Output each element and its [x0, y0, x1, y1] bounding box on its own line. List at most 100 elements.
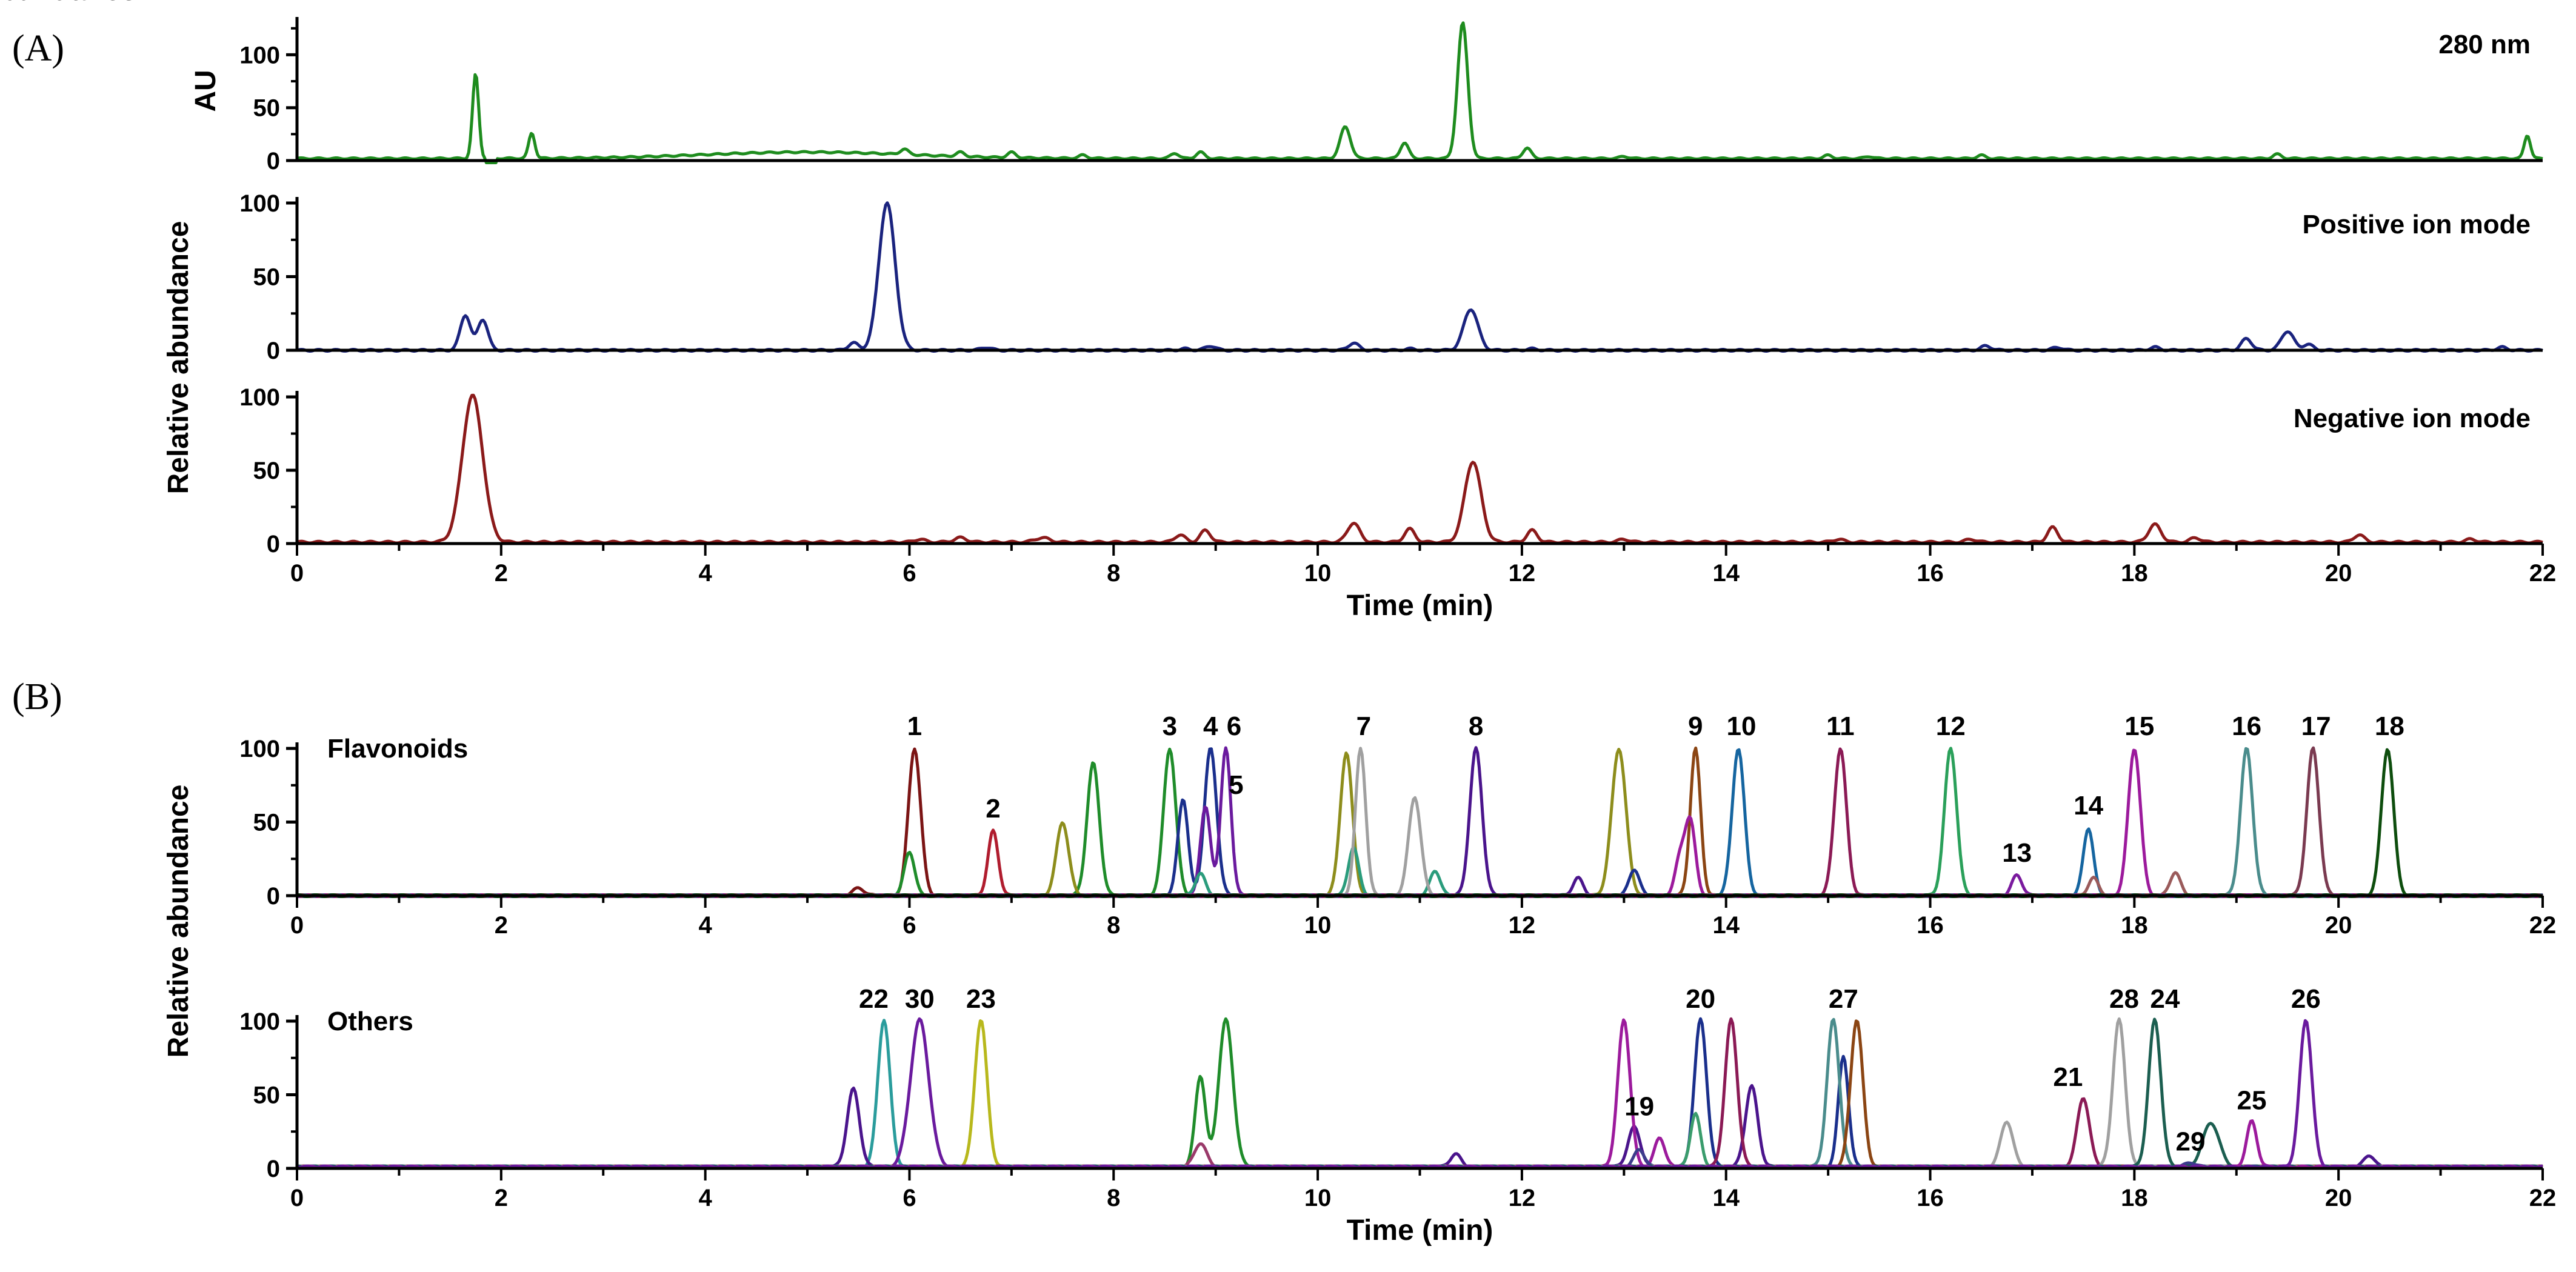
y-axis-title: Relative abundance [162, 221, 195, 494]
y-tick-label: 0 [267, 1156, 280, 1182]
series-line-7 [296, 747, 2543, 898]
series-line-magenta-o [296, 1018, 2543, 1170]
x-tick-label: 0 [290, 912, 304, 939]
x-tick-label: 6 [903, 1185, 916, 1211]
peak-label: 17 [2301, 711, 2331, 741]
panel-a-label: (A) [12, 28, 64, 69]
peak-label: 14 [2074, 791, 2103, 821]
x-tick-label: 16 [1917, 1185, 1944, 1211]
trace-label: Negative ion mode [2294, 404, 2531, 433]
x-tick-label: 22 [2529, 1185, 2557, 1211]
series-line-green-o [296, 1017, 2543, 1170]
peak-label: 30 [905, 984, 935, 1014]
peak-label: 13 [2002, 838, 2032, 868]
y-tick-label: 50 [253, 95, 281, 122]
series-line-26 [297, 1019, 2543, 1170]
x-tick-label: 10 [1304, 560, 1332, 587]
y-axis-title: Relative abundance [0, 0, 136, 7]
peak-label: 6 [1227, 711, 1241, 741]
series-line-orange-o [296, 1019, 2543, 1170]
trace-label: Others [327, 1007, 413, 1036]
peak-label: 23 [966, 984, 996, 1014]
x-tick-label: 10 [1304, 1185, 1332, 1211]
x-tick-label: 8 [1107, 1185, 1120, 1211]
x-axis-title: Time (min) [1347, 1214, 1493, 1247]
peak-label: 20 [1686, 984, 1715, 1014]
x-tick-label: 4 [699, 912, 713, 939]
series-line-24 [296, 1017, 2543, 1170]
peak-label: 21 [2053, 1062, 2083, 1092]
y-tick-label: 0 [267, 531, 280, 558]
y-tick-label: 100 [239, 1008, 280, 1035]
peak-label: 24 [2150, 984, 2180, 1014]
x-tick-label: 12 [1509, 1185, 1536, 1211]
x-tick-label: 20 [2325, 560, 2352, 587]
series-line-22 [296, 1019, 2543, 1170]
series-line-rose-o [296, 1142, 2543, 1170]
peak-label: 2 [986, 794, 1000, 824]
x-tick-label: 16 [1917, 912, 1944, 939]
series-line-teal-o [296, 1111, 2543, 1170]
peak-label: 27 [1829, 984, 1858, 1014]
x-tick-label: 2 [495, 912, 508, 939]
x-tick-label: 18 [2121, 1185, 2148, 1211]
x-tick-label: 2 [495, 1185, 508, 1211]
x-tick-label: 22 [2529, 912, 2557, 939]
x-tick-label: 12 [1509, 560, 1536, 587]
peak-label: 15 [2124, 711, 2154, 741]
y-tick-label: 0 [267, 148, 280, 175]
series-line-Positive ion mode [296, 201, 2543, 353]
series-line-Negative ion mode [296, 393, 2543, 545]
series-line-UV 280 nm [296, 21, 2543, 164]
peak-label: 28 [2109, 984, 2139, 1014]
y-tick-label: 50 [253, 458, 281, 484]
peak-label: 1 [907, 711, 922, 741]
peak-label: 16 [2232, 711, 2261, 741]
peak-label: 18 [2375, 711, 2404, 741]
x-tick-label: 14 [1712, 912, 1740, 939]
chart-negative: 0 50 100 0 2 4 6 8 10 12 14 16 18 20 22 Time (min) Relat… [162, 221, 2556, 622]
x-tick-label: 16 [1917, 560, 1944, 587]
x-tick-label: 20 [2325, 912, 2352, 939]
x-tick-label: 4 [699, 1185, 713, 1211]
series-line-20 [296, 1017, 2543, 1170]
peak-label: 22 [859, 984, 889, 1014]
peak-label: 3 [1163, 711, 1177, 741]
series-line-23 [296, 1019, 2543, 1170]
x-tick-label: 6 [903, 560, 916, 587]
peak-label: 8 [1469, 711, 1483, 741]
peak-label: 4 [1203, 711, 1218, 741]
series-line-27 [296, 1017, 2543, 1170]
y-tick-label: 100 [239, 190, 280, 217]
trace-label: Flavonoids [327, 734, 468, 764]
y-tick-label: 50 [253, 810, 281, 836]
x-axis-title: Time (min) [1347, 590, 1493, 622]
x-tick-label: 20 [2325, 1185, 2352, 1211]
series-line-crimson-o [296, 1017, 2543, 1170]
x-tick-label: 8 [1107, 560, 1120, 587]
x-tick-label: 6 [903, 912, 916, 939]
y-tick-label: 0 [267, 883, 280, 910]
x-tick-label: 18 [2121, 912, 2148, 939]
peak-label: 25 [2237, 1086, 2267, 1116]
chart-uv: 0 50 100 AU 280 nm [190, 17, 2543, 175]
series-line-28 [296, 1017, 2543, 1170]
y-tick-label: 50 [253, 264, 281, 291]
y-axis-title: Relative abundance [162, 785, 195, 1058]
y-tick-label: 100 [239, 42, 280, 68]
x-tick-label: 10 [1304, 912, 1332, 939]
peak-label: 19 [1624, 1091, 1654, 1121]
x-tick-label: 14 [1712, 1185, 1740, 1211]
x-tick-label: 18 [2121, 560, 2148, 587]
x-tick-label: 14 [1712, 560, 1740, 587]
series-line-30 [296, 1017, 2543, 1170]
peak-label: 11 [1826, 711, 1855, 741]
series-line-teal-a [296, 846, 2543, 898]
chart-positive: 0 50 100 Positive ion mode [239, 190, 2543, 364]
trace-label: 280 nm [2438, 30, 2531, 59]
panel-b-label: (B) [12, 676, 62, 718]
